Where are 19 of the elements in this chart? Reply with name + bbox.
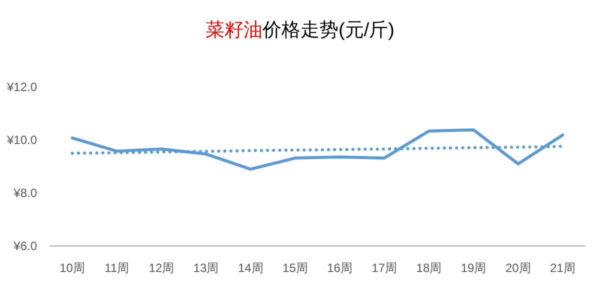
- line-series: [70, 128, 564, 171]
- y-tick-label: ¥10.0: [6, 133, 38, 147]
- x-tick-label: 18周: [416, 261, 442, 275]
- x-tick-label: 21周: [550, 261, 576, 275]
- x-tick-label: 10周: [60, 261, 85, 275]
- x-tick-label: 19周: [460, 261, 486, 275]
- x-tick-label: 15周: [282, 261, 308, 275]
- x-tick-label: 20周: [505, 261, 531, 275]
- x-tick-label: 11周: [104, 261, 130, 275]
- x-tick-label: 12周: [148, 261, 174, 275]
- x-tick-label: 16周: [327, 261, 352, 275]
- text: 价格走势(元/斤): [262, 20, 394, 41]
- y-tick-label: ¥12.0: [6, 80, 38, 94]
- x-tick-label: 17周: [372, 261, 398, 275]
- y-tick-label: ¥6.0: [12, 239, 38, 253]
- y-tick-label: ¥8.0: [12, 186, 38, 200]
- x-tick-label: 13周: [193, 261, 219, 275]
- x-tick-label: 14周: [238, 261, 264, 275]
- text: 菜籽油: [206, 20, 263, 41]
